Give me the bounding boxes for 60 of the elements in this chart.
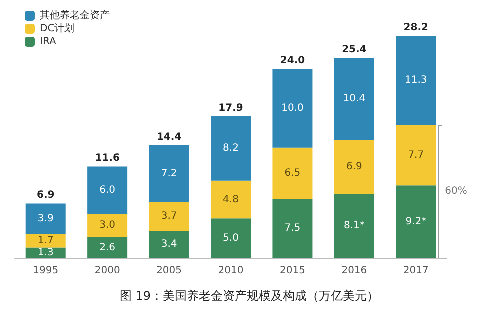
- bar: [211, 218, 251, 258]
- x-tick-label: 2016: [342, 266, 368, 276]
- bar: [211, 180, 251, 219]
- bar: [396, 186, 436, 258]
- total-label: 6.9: [37, 190, 55, 202]
- bar: [26, 234, 66, 248]
- bar: [396, 36, 436, 126]
- legend-label: 其他养老金资产: [40, 10, 110, 22]
- legend-label: IRA: [40, 36, 56, 48]
- total-label: 11.6: [95, 153, 120, 164]
- total-label: 24.0: [280, 56, 306, 67]
- bar: [149, 146, 190, 202]
- bar: [88, 166, 128, 214]
- data-label: 7.7: [408, 150, 424, 161]
- x-tick-label: 2015: [280, 266, 306, 276]
- total-label: 25.4: [342, 44, 367, 56]
- bar: [334, 58, 374, 140]
- bar: [88, 238, 128, 258]
- bar: [149, 231, 190, 258]
- x-tick-label: 1995: [33, 266, 59, 276]
- data-label: 1.3: [38, 247, 54, 258]
- data-label: 4.8: [223, 194, 239, 206]
- data-label: 3.9: [38, 214, 54, 225]
- total-label: 28.2: [404, 22, 429, 34]
- data-label: 2.6: [100, 242, 116, 254]
- bar: [149, 202, 190, 232]
- bar: [272, 199, 313, 258]
- bar: [26, 204, 66, 234]
- annotation: 60%: [445, 186, 468, 198]
- data-label: 3.4: [161, 239, 178, 250]
- data-label: 6.5: [284, 168, 301, 179]
- x-tick-label: 2017: [403, 266, 429, 276]
- bar: [272, 69, 313, 148]
- bar: [396, 125, 436, 186]
- data-label: 10.4: [343, 94, 366, 105]
- bar: [334, 140, 374, 194]
- bar: [334, 194, 374, 258]
- data-label: 7.2: [161, 168, 178, 180]
- data-label: 5.0: [223, 232, 239, 244]
- bar: [272, 148, 313, 199]
- x-tick-label: 2010: [218, 266, 244, 276]
- x-tick-label: 2005: [156, 266, 182, 276]
- legend-label: DC计划: [40, 22, 75, 34]
- data-label: 1.7: [38, 236, 54, 247]
- data-label: 8.1*: [344, 220, 365, 232]
- total-label: 17.9: [218, 102, 244, 114]
- data-label: 3.7: [161, 211, 178, 222]
- data-label: 7.5: [284, 223, 301, 234]
- data-label: 8.2: [223, 143, 239, 154]
- data-label: 10.0: [282, 103, 304, 114]
- data-label: 6.9: [346, 162, 362, 173]
- bar: [88, 214, 128, 238]
- text: 图 19：美国养老金资产规模及构成（万亿美元）: [120, 289, 380, 303]
- data-label: 11.3: [405, 75, 428, 86]
- data-label: 6.0: [100, 184, 116, 196]
- bar: [211, 116, 251, 181]
- x-tick-label: 2000: [94, 266, 120, 276]
- data-label: 3.0: [100, 220, 116, 232]
- total-label: 14.4: [156, 132, 182, 144]
- data-label: 9.2*: [406, 216, 427, 228]
